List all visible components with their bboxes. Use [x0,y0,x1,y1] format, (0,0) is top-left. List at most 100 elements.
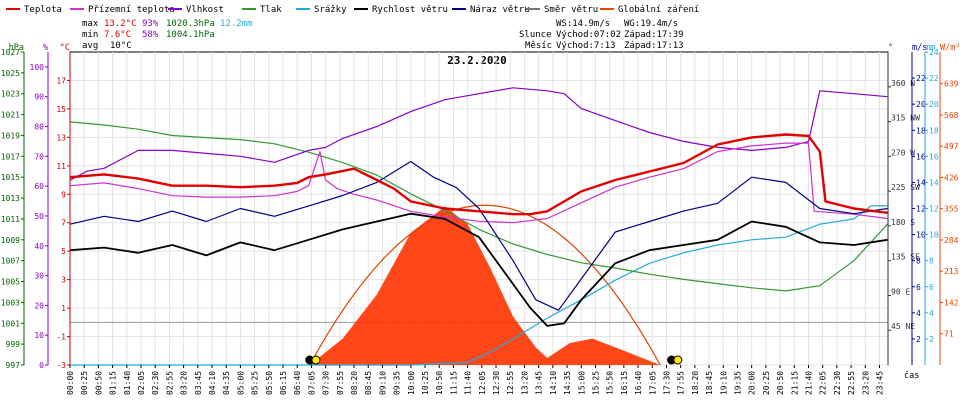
axis-wind-tick-1: 20 [916,100,926,109]
axis-rain-tick-8: 8 [929,257,934,266]
series-vlhkost [69,87,888,181]
moonset-marker [673,355,683,365]
x-tick-21: 08:45 [364,371,373,395]
x-tick-5: 02:05 [137,371,146,395]
axis-humidity-tick-4: 60 [34,182,44,191]
x-tick-25: 10:25 [421,371,430,395]
x-tick-3: 01:15 [109,371,118,395]
axis-temperature-tick-7: 3 [61,276,66,285]
x-tick-46: 19:10 [719,371,728,395]
axis-radiation-unit: W/m² [940,43,960,53]
axis-humidity-tick-3: 70 [34,152,44,161]
axis-pressure-tick-4: 1019 [1,131,20,140]
x-tick-2: 00:50 [94,371,103,395]
x-tick-45: 18:45 [705,371,714,395]
axis-wind-tick-7: 8 [916,257,921,266]
axis-rain-tick-1: 22 [929,74,939,83]
axis-rain-tick-2: 20 [929,100,939,109]
axis-pressure-tick-5: 1017 [1,152,20,161]
x-tick-56: 23:20 [861,371,870,395]
radiation-max-arc [309,204,661,366]
axis-temperature-tick-4: 9 [61,190,66,199]
axis-pressure-tick-12: 1003 [1,298,20,307]
info-sun-set: Západ:17:39 [624,30,684,40]
axis-temperature-tick-3: 11 [56,162,66,171]
x-tick-9: 03:45 [194,371,203,395]
axis-direction-tick-5: 135 SE [891,253,920,262]
x-tick-15: 06:15 [279,371,288,395]
axis-direction-tick-3: 225 SW [891,183,920,192]
axis-rain-tick-7: 10 [929,231,939,240]
axis-wind-unit: m/s [912,43,927,53]
axis-direction-unit: ° [888,43,893,53]
legend-label-4: Srážky [314,5,347,15]
x-tick-17: 07:05 [307,371,316,395]
axis-wind-tick-3: 16 [916,152,926,161]
axis-rain-tick-3: 18 [929,126,939,135]
x-tick-27: 11:15 [449,371,458,395]
x-tick-0: 00:00 [66,371,75,395]
x-tick-48: 20:00 [748,371,757,395]
axis-humidity-unit: % [43,43,48,53]
axis-radiation-tick-2: 497 [944,142,959,151]
x-tick-20: 08:20 [350,371,359,395]
legend-label-3: Tlak [260,5,282,15]
axis-radiation-tick-7: 142 [944,298,959,307]
axis-temperature-tick-0: 17 [56,76,66,85]
axis-wind-tick-6: 10 [916,231,926,240]
axis-temperature-tick-1: 15 [56,105,66,114]
x-tick-26: 10:50 [435,371,444,395]
x-tick-35: 14:35 [563,371,572,395]
axis-rain-tick-6: 12 [929,205,939,214]
axis-direction-tick-1: 315 NW [891,114,920,123]
x-tick-24: 10:00 [407,371,416,395]
x-tick-34: 14:10 [549,371,558,395]
legend-label-2: Vlhkost [186,5,224,15]
legend: Teplota Přízemní teplota Vlhkost Tlak Srážky… [6,5,699,15]
axis-rain-tick-5: 14 [929,178,939,187]
stats-block: max 13.2°C 93% 1020.3hPa 12.2mm min 7.6°… [82,19,253,51]
stat-min-press: 1004.1hPa [166,30,215,40]
axis-wind-tick-2: 18 [916,126,926,135]
stat-min-temp: 7.6°C [104,30,131,40]
x-axis: 00:00 00:25 00:50 01:15 01:40 02:05 02:30 02:55… [66,365,884,395]
axes: hPa1027102510231021101910171015101310111… [1,43,961,370]
x-tick-12: 05:00 [236,371,245,395]
series-p-zemn-teplota [69,142,888,224]
legend-label-7: Směr větru [544,5,598,15]
axis-temperature-tick-5: 7 [61,219,66,228]
x-tick-8: 03:20 [180,371,189,395]
series-teplota [69,133,888,216]
moonrise-marker [311,355,321,365]
x-tick-30: 12:30 [492,371,501,395]
info-wg: WG:19.4m/s [624,19,678,29]
axis-rain-tick-10: 4 [929,309,934,318]
axis-temperature-tick-8: 1 [61,304,66,313]
axis-rain-tick-4: 16 [929,152,939,161]
axis-radiation-tick-8: 71 [944,330,954,339]
axis-wind-tick-5: 12 [916,205,926,214]
x-tick-47: 19:35 [733,371,742,395]
x-tick-7: 02:55 [165,371,174,395]
axis-pressure-tick-14: 999 [6,340,21,349]
axis-radiation-tick-5: 284 [944,236,959,245]
axis-humidity-tick-2: 80 [34,123,44,132]
legend-label-8: Globální záření [618,5,699,15]
x-tick-51: 21:15 [790,371,799,395]
axis-rain-tick-11: 2 [929,335,934,344]
stat-min-label: min [82,30,98,40]
series-rychlost-v-tru [69,212,888,327]
axis-direction-tick-6: 90 E [891,287,910,296]
x-tick-52: 21:40 [804,371,813,395]
x-tick-43: 17:55 [677,371,686,395]
axis-pressure-tick-15: 997 [6,361,21,370]
axis-pressure-tick-2: 1023 [1,90,20,99]
axis-direction-tick-4: 180 S [891,218,915,227]
axis-radiation-tick-6: 213 [944,267,959,276]
axis-temperature-unit: °C [60,43,70,53]
x-tick-40: 16:40 [634,371,643,395]
axis-pressure-tick-7: 1013 [1,194,20,203]
axis-wind-tick-10: 2 [916,335,921,344]
